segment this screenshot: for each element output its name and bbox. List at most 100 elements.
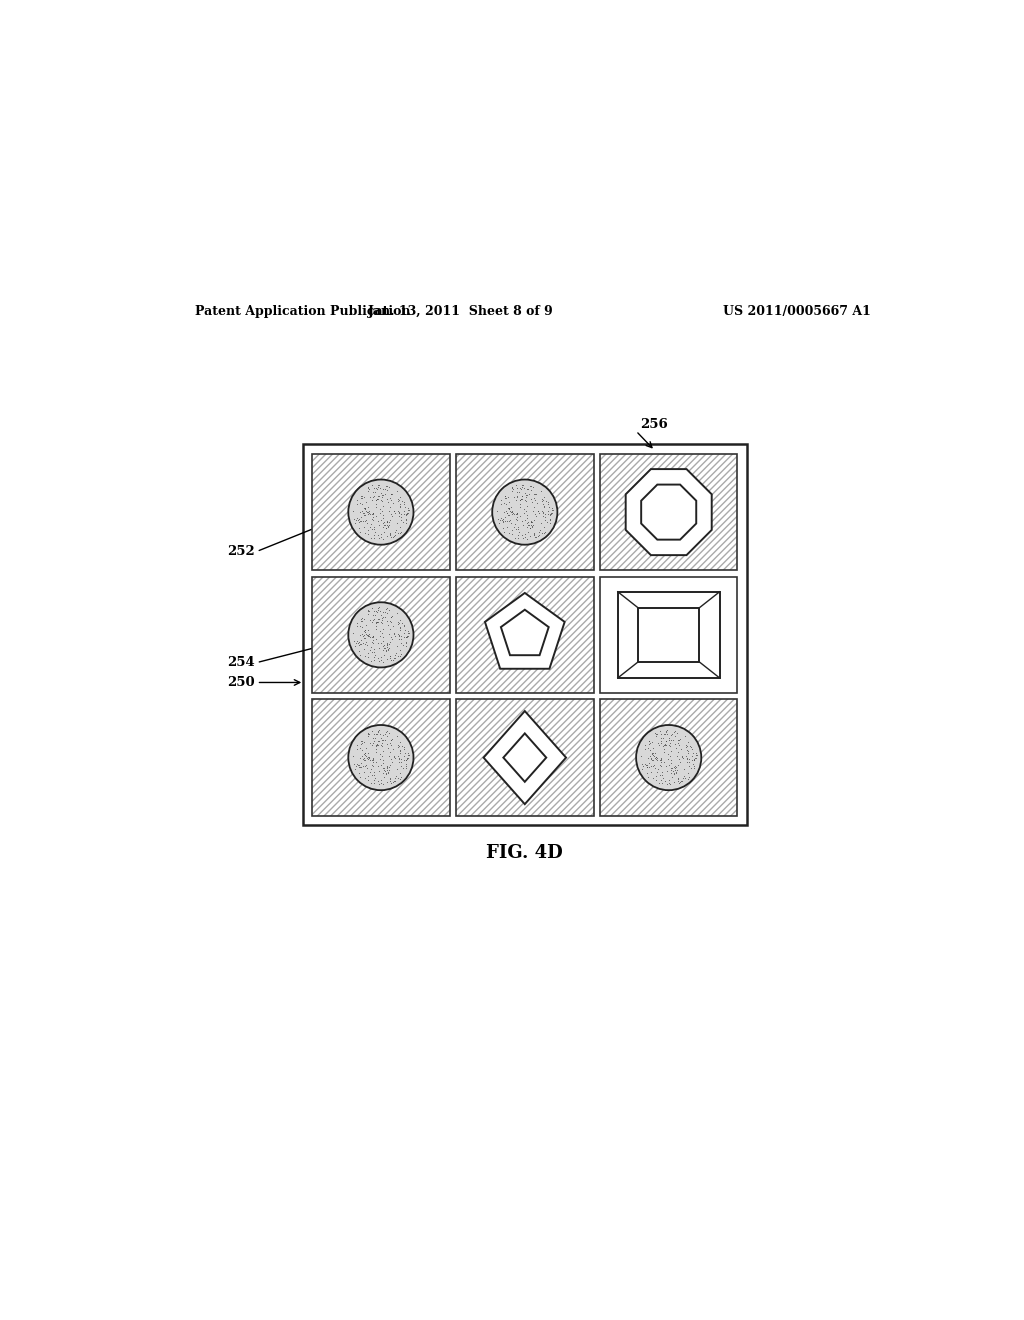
Point [375, 528, 391, 549]
Point [393, 503, 410, 524]
Point [364, 508, 380, 529]
Point [542, 508, 558, 529]
Point [522, 513, 539, 535]
Point [539, 512, 555, 533]
Point [504, 477, 520, 498]
Point [501, 492, 517, 513]
Point [390, 614, 407, 635]
Point [382, 487, 398, 508]
Point [397, 750, 414, 771]
Point [361, 516, 378, 537]
Point [360, 503, 377, 524]
Point [349, 492, 366, 513]
Point [369, 742, 385, 763]
Point [365, 747, 381, 768]
Point [360, 623, 377, 644]
Point [359, 770, 376, 791]
Point [382, 645, 398, 667]
Point [371, 486, 387, 507]
Point [654, 762, 671, 783]
Point [500, 504, 516, 525]
Point [369, 488, 385, 510]
Point [523, 491, 540, 512]
Point [359, 766, 376, 787]
Point [543, 503, 559, 524]
Point [382, 632, 398, 653]
Point [520, 484, 537, 506]
Point [685, 750, 701, 771]
Point [386, 623, 402, 644]
Point [379, 479, 395, 500]
Polygon shape [504, 734, 546, 781]
Point [509, 486, 525, 507]
Point [544, 503, 560, 524]
Point [371, 475, 387, 496]
Point [509, 503, 525, 524]
Point [354, 746, 371, 767]
Point [397, 496, 414, 517]
Point [686, 758, 702, 779]
Point [374, 500, 390, 521]
Point [355, 502, 372, 523]
Point [493, 508, 509, 529]
Point [530, 521, 547, 543]
Point [653, 748, 670, 770]
Point [375, 725, 391, 746]
Point [352, 738, 369, 759]
Point [348, 508, 365, 529]
Point [518, 484, 535, 506]
Point [357, 768, 374, 789]
Point [375, 651, 391, 672]
Point [372, 626, 388, 647]
Point [362, 651, 379, 672]
Point [670, 733, 686, 754]
Point [651, 764, 668, 785]
Point [372, 723, 388, 744]
Point [526, 483, 543, 504]
Point [511, 521, 527, 543]
Point [672, 751, 688, 772]
Point [364, 735, 380, 756]
Point [380, 634, 396, 655]
Point [397, 508, 414, 529]
Point [391, 486, 408, 507]
Point [499, 503, 515, 524]
Point [379, 598, 395, 619]
Point [524, 511, 541, 532]
Point [648, 748, 665, 770]
Point [393, 748, 410, 770]
Point [395, 512, 412, 533]
Point [508, 519, 524, 540]
Point [364, 642, 380, 663]
Bar [312, 454, 450, 570]
Point [667, 725, 683, 746]
Point [386, 746, 402, 767]
Point [386, 500, 402, 521]
Point [400, 744, 417, 766]
Point [365, 610, 381, 631]
Point [644, 750, 660, 771]
Point [349, 755, 366, 776]
Point [384, 772, 400, 793]
Point [647, 747, 664, 768]
Point [353, 607, 370, 628]
Point [358, 755, 375, 776]
Point [497, 511, 513, 532]
Point [514, 488, 530, 510]
Bar [312, 577, 450, 693]
Point [494, 492, 510, 513]
Point [356, 750, 373, 771]
Point [382, 524, 398, 545]
Point [346, 758, 362, 779]
Point [397, 619, 414, 640]
Point [379, 721, 395, 742]
Point [375, 774, 391, 795]
Point [541, 496, 557, 517]
Point [369, 490, 385, 511]
Point [505, 503, 521, 524]
Point [649, 733, 666, 754]
Point [509, 507, 525, 528]
Point [381, 500, 397, 521]
Point [353, 630, 370, 651]
Point [395, 616, 412, 638]
